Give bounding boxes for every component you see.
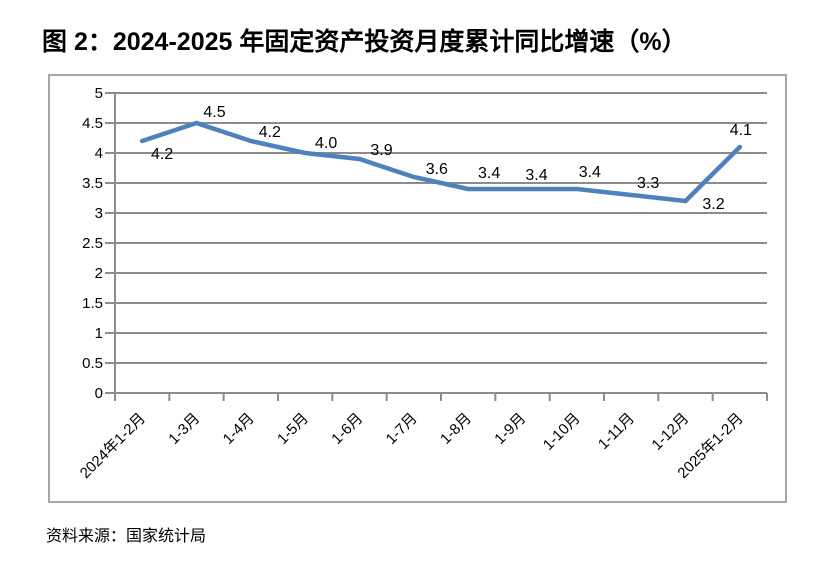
data-point-label: 4.1 [730,122,752,139]
y-axis-tick-label: 3.5 [82,175,103,192]
data-point-label: 4.0 [315,135,337,152]
x-axis-tick-label: 1-3月 [165,410,203,448]
y-axis-tick-label: 1.5 [82,295,103,312]
y-axis-tick-label: 0 [95,385,103,402]
x-axis-tick-label: 1-7月 [383,410,421,448]
x-axis-tick-label: 1-12月 [648,410,692,454]
y-axis-tick-label: 1 [95,325,103,342]
figure-title: 图 2：2024-2025 年固定资产投资月度累计同比增速（%） [42,28,687,56]
y-axis-tick-label: 2.5 [82,235,103,252]
data-point-label: 4.2 [259,124,281,141]
data-point-label: 3.4 [478,165,500,182]
x-axis-tick-label: 1-4月 [220,410,258,448]
chart-frame: 0 0.5 1 1.5 2 2.5 3 3.5 4 4.5 5 2024年1-2月 1-3月 1-4月 1-… [48,74,787,503]
y-axis-tick-label: 4.5 [82,115,103,132]
data-point-label: 4.5 [203,104,225,121]
data-point-label: 3.6 [426,161,448,178]
y-axis-tick-label: 4 [95,145,103,162]
x-axis-tick-label: 1-10月 [540,410,584,454]
source-note: 资料来源：国家统计局 [46,528,207,545]
x-axis-tick-label: 2024年1-2月 [77,410,149,482]
y-axis-tick-label: 2 [95,265,103,282]
x-axis-tick-label: 1-5月 [274,410,312,448]
y-axis-tick-label: 0.5 [82,355,103,372]
x-axis-tick-label: 1-8月 [437,410,475,448]
data-series-line [139,120,743,204]
x-axis-tick-label: 1-6月 [328,410,366,448]
chart-border [48,74,787,503]
data-point-label: 4.2 [151,146,173,163]
data-point-label: 3.9 [370,142,392,159]
data-point-label: 3.3 [637,175,659,192]
y-axis-tick-label: 5 [95,85,103,102]
x-axis-tick-label: 1-9月 [491,410,529,448]
y-axis-tick-label: 3 [95,205,103,222]
data-point-label: 3.4 [579,164,601,181]
x-axis-tick-label: 1-11月 [595,410,638,453]
line-chart: 0 0.5 1 1.5 2 2.5 3 3.5 4 4.5 5 2024年1-2月 1-3月 1-4月 1-… [48,74,787,503]
data-point-label: 3.4 [525,167,547,184]
data-point-label: 3.2 [702,196,724,213]
